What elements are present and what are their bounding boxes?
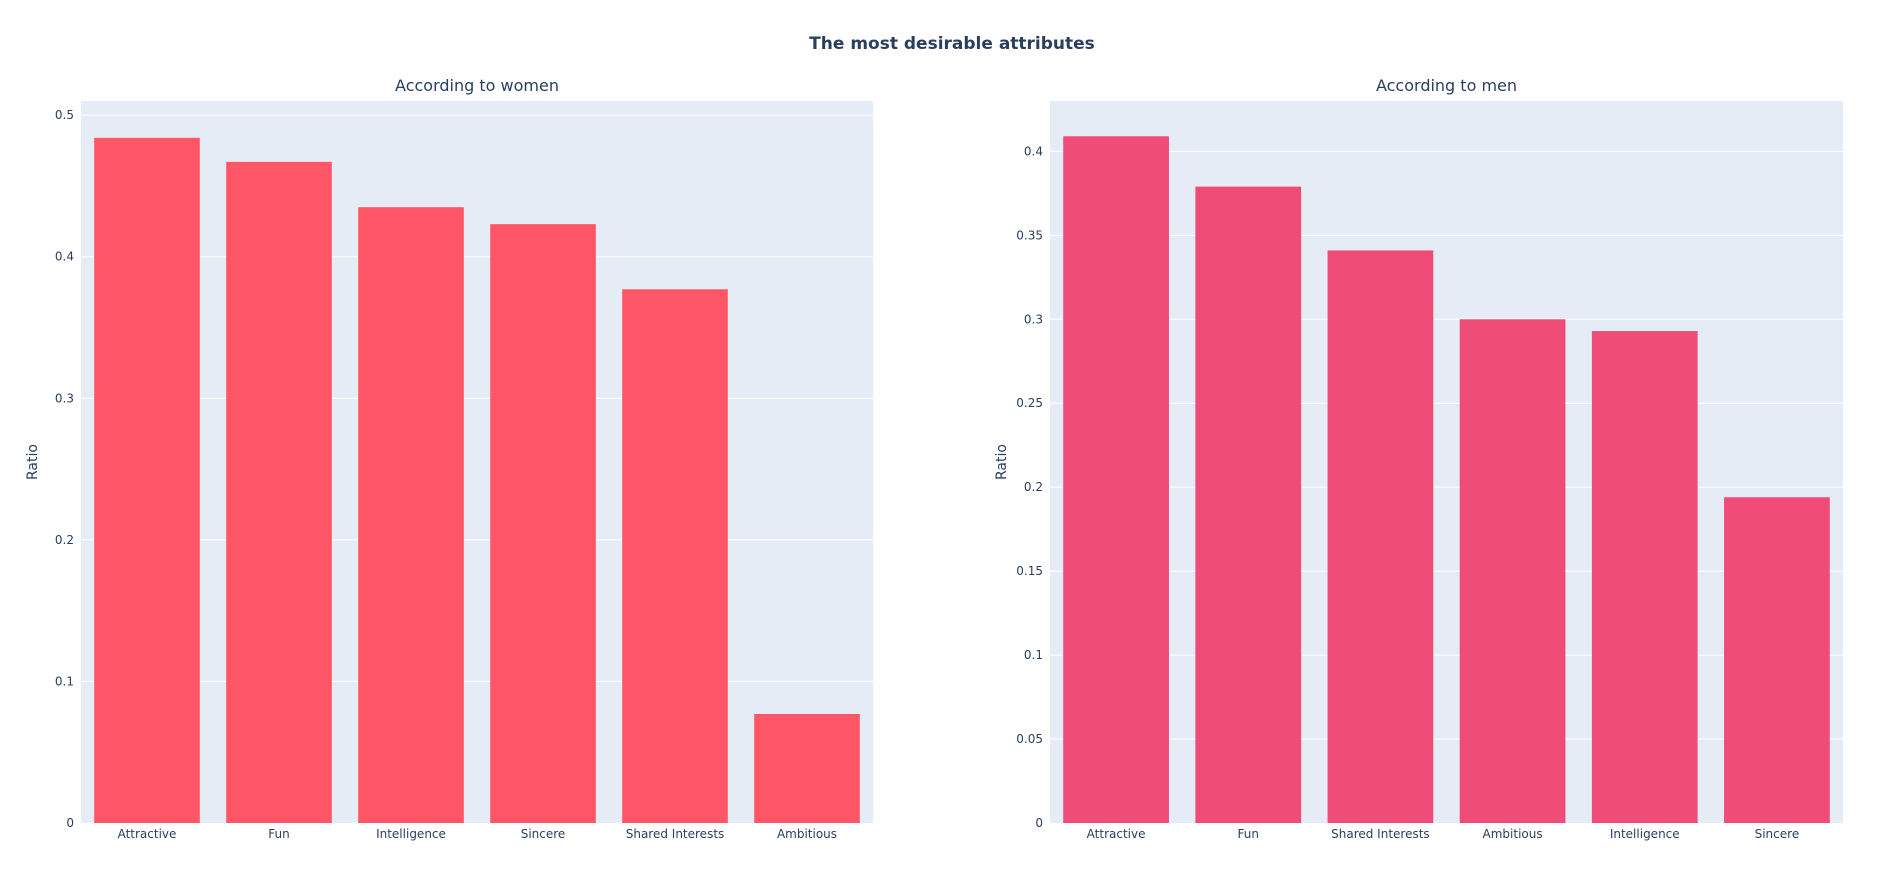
women-chart-panel: 0 0.1 0.2 0.3 0.4 0.5 Attractive Fun Intelligen… — [25, 76, 873, 841]
women-bar-sincere — [490, 224, 596, 824]
men-x-tick-label: Attractive — [1087, 827, 1146, 841]
men-chart-title: According to men — [1376, 76, 1517, 95]
men-bar-sincere — [1724, 497, 1830, 823]
men-y-tick-label: 0.15 — [1016, 564, 1043, 578]
women-y-axis-title: Ratio — [25, 444, 41, 480]
women-plot-area — [81, 101, 873, 823]
men-bar-shared-interests — [1327, 250, 1434, 824]
women-chart-title: According to women — [395, 76, 559, 95]
men-bars — [1063, 136, 1830, 824]
men-y-tick-label: 0.4 — [1024, 144, 1043, 158]
men-bar-fun — [1195, 186, 1302, 823]
men-x-ticks: Attractive Fun Shared Interests Ambitious In… — [1087, 827, 1800, 841]
men-y-tick-label: 0.2 — [1024, 480, 1043, 494]
men-x-tick-label: Fun — [1238, 827, 1259, 841]
women-x-tick-label: Shared Interests — [626, 827, 725, 841]
men-y-tick-label: 0.25 — [1016, 396, 1043, 410]
women-y-tick-label: 0.5 — [55, 108, 74, 122]
men-y-axis-title: Ratio — [994, 444, 1010, 480]
women-x-tick-label: Attractive — [118, 827, 177, 841]
figure-title: The most desirable attributes — [809, 34, 1095, 54]
men-plot-area — [1050, 101, 1843, 823]
women-y-tick-label: 0.4 — [55, 250, 74, 264]
women-bar-attractive — [94, 137, 200, 823]
women-bar-shared-interests — [622, 289, 728, 824]
men-gridlines — [1050, 150, 1843, 740]
women-x-ticks: Attractive Fun Intelligence Sincere Shared I… — [118, 827, 837, 841]
men-x-tick-label: Ambitious — [1483, 827, 1543, 841]
women-bar-intelligence — [358, 207, 464, 824]
men-y-tick-label: 0 — [1035, 816, 1043, 830]
men-y-tick-label: 0.3 — [1024, 312, 1043, 326]
women-y-tick-label: 0.2 — [55, 533, 74, 547]
men-bar-ambitious — [1459, 319, 1566, 823]
women-x-tick-label: Fun — [268, 827, 289, 841]
women-y-tick-label: 0 — [66, 816, 74, 830]
women-bars — [94, 137, 860, 824]
women-bar-ambitious — [754, 713, 860, 823]
women-gridlines — [81, 114, 873, 682]
men-chart-panel: 0 0.05 0.1 0.15 0.2 0.25 0.3 0.35 0.4 Attractive… — [994, 76, 1843, 841]
men-x-tick-label: Intelligence — [1610, 827, 1680, 841]
women-x-tick-label: Ambitious — [777, 827, 837, 841]
men-y-tick-label: 0.05 — [1016, 732, 1043, 746]
women-y-tick-label: 0.1 — [55, 674, 74, 688]
men-y-tick-label: 0.35 — [1016, 228, 1043, 242]
women-y-tick-label: 0.3 — [55, 391, 74, 405]
men-bar-attractive — [1063, 136, 1169, 823]
men-bar-intelligence — [1591, 331, 1698, 823]
women-bar-fun — [226, 161, 332, 823]
women-x-tick-label: Sincere — [521, 827, 566, 841]
women-x-tick-label: Intelligence — [376, 827, 446, 841]
men-y-tick-label: 0.1 — [1024, 648, 1043, 662]
men-x-tick-label: Sincere — [1755, 827, 1800, 841]
women-y-ticks: 0 0.1 0.2 0.3 0.4 0.5 — [55, 108, 74, 830]
men-x-tick-label: Shared Interests — [1331, 827, 1430, 841]
men-y-ticks: 0 0.05 0.1 0.15 0.2 0.25 0.3 0.35 0.4 — [1016, 144, 1043, 830]
